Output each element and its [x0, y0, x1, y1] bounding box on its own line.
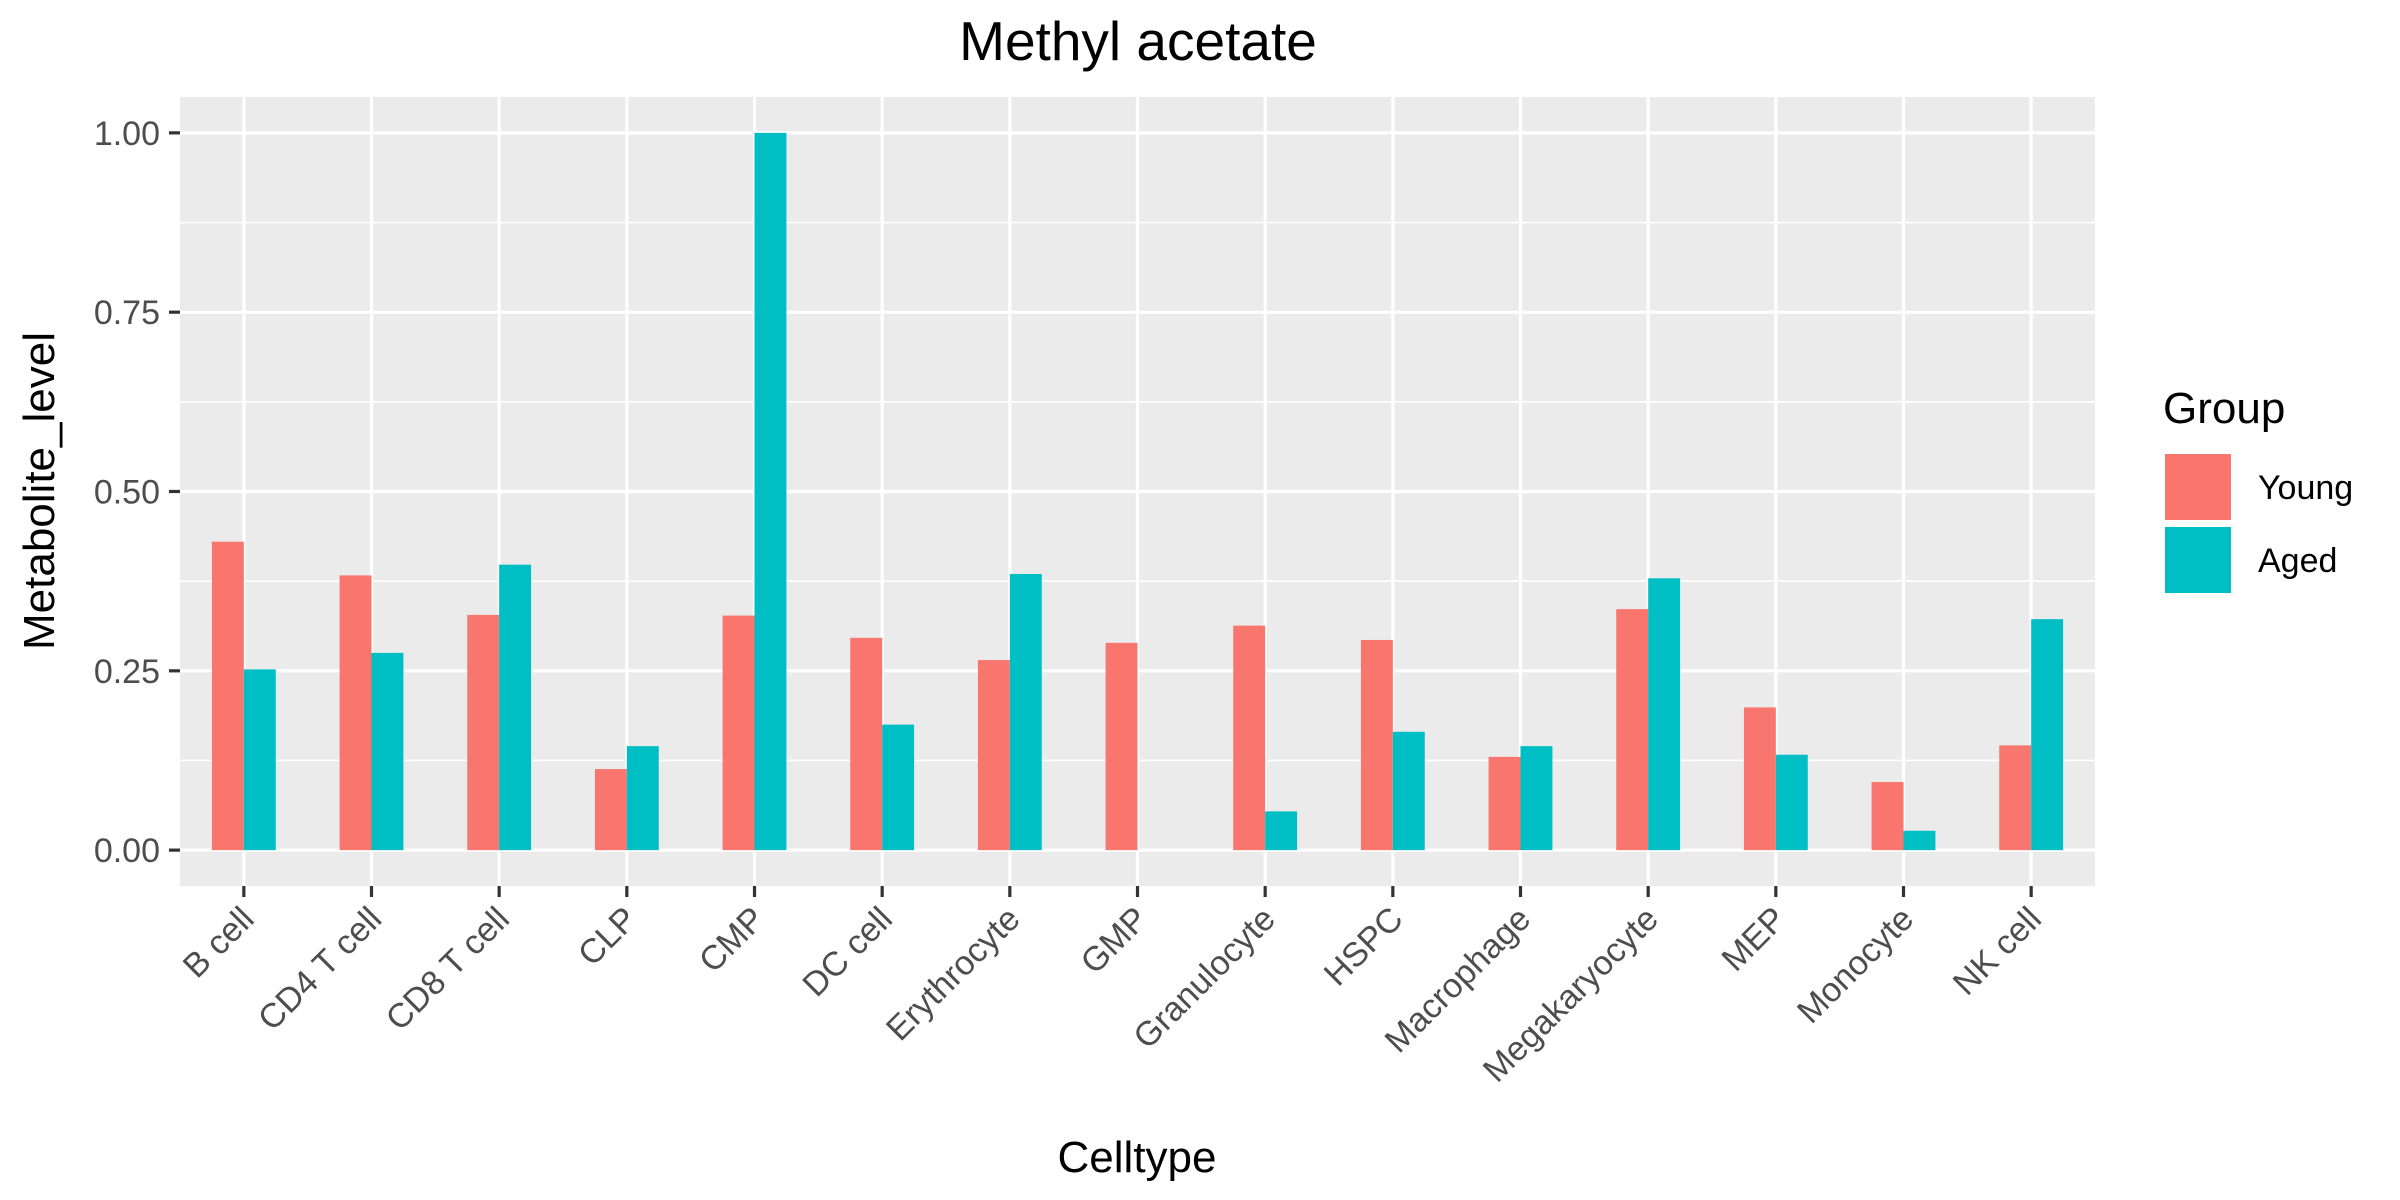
y-tick-label: 1.00 [94, 115, 160, 153]
bar-young [211, 541, 244, 851]
bar-young [1999, 745, 2032, 851]
x-tick-label: Monocyte [1790, 900, 1921, 1031]
bar-aged [1903, 830, 1936, 851]
bar-young [1616, 609, 1649, 851]
bars [211, 132, 2064, 851]
bar-aged [1392, 731, 1425, 851]
bar-young [1360, 639, 1393, 851]
bar-young [1871, 781, 1904, 851]
bar-young [339, 575, 372, 851]
legend-key-aged [2165, 527, 2231, 593]
legend-key-young [2165, 454, 2231, 520]
bar-young [1233, 625, 1266, 851]
x-tick-label: MEP [1715, 900, 1794, 979]
x-tick-label: CD8 T cell [379, 900, 517, 1038]
y-tick-label: 0.25 [94, 653, 160, 691]
x-tick-label: CMP [692, 900, 772, 980]
x-tick-label: Erythrocyte [879, 900, 1027, 1048]
y-axis-title: Metabolite_level [15, 332, 64, 650]
bar-young [1488, 756, 1521, 851]
bar-aged [1520, 746, 1553, 851]
bar-young [722, 615, 755, 851]
bar-aged [2031, 619, 2064, 851]
y-tick-label: 0.00 [94, 832, 160, 870]
y-tick-label: 0.50 [94, 474, 160, 512]
bar-aged [754, 132, 787, 851]
x-tick-label: HSPC [1317, 900, 1411, 994]
x-tick-label: CLP [571, 900, 645, 974]
legend-title: Group [2163, 384, 2285, 433]
x-tick-label: DC cell [795, 900, 899, 1004]
bar-aged [499, 564, 532, 851]
bar-young [1743, 707, 1776, 851]
bar-aged [882, 724, 915, 851]
bar-aged [1775, 754, 1808, 851]
bar-young [467, 614, 500, 851]
x-axis-title: Celltype [1058, 1133, 1217, 1182]
bar-aged [626, 746, 659, 851]
bar-aged [1265, 811, 1298, 851]
legend-label-aged: Aged [2258, 542, 2337, 580]
bar-aged [243, 669, 276, 851]
bar-young [594, 769, 627, 851]
legend-label-young: Young [2258, 469, 2353, 507]
bar-young [977, 660, 1010, 851]
bar-aged [1648, 578, 1681, 851]
legend: Group Young Aged [2163, 384, 2353, 593]
x-tick-label: NK cell [1946, 900, 2049, 1003]
bar-aged [371, 652, 404, 851]
chart-title: Methyl acetate [959, 10, 1317, 72]
bar-aged [1009, 573, 1042, 851]
x-tick-label: GMP [1074, 900, 1156, 982]
y-axis: 0.00 0.25 0.50 0.75 1.00 [94, 115, 180, 870]
x-tick-label: B cell [176, 900, 262, 986]
x-tick-label: CD4 T cell [251, 900, 389, 1038]
bar-young [1105, 642, 1138, 851]
bar-young [850, 637, 883, 851]
y-tick-label: 0.75 [94, 294, 160, 332]
